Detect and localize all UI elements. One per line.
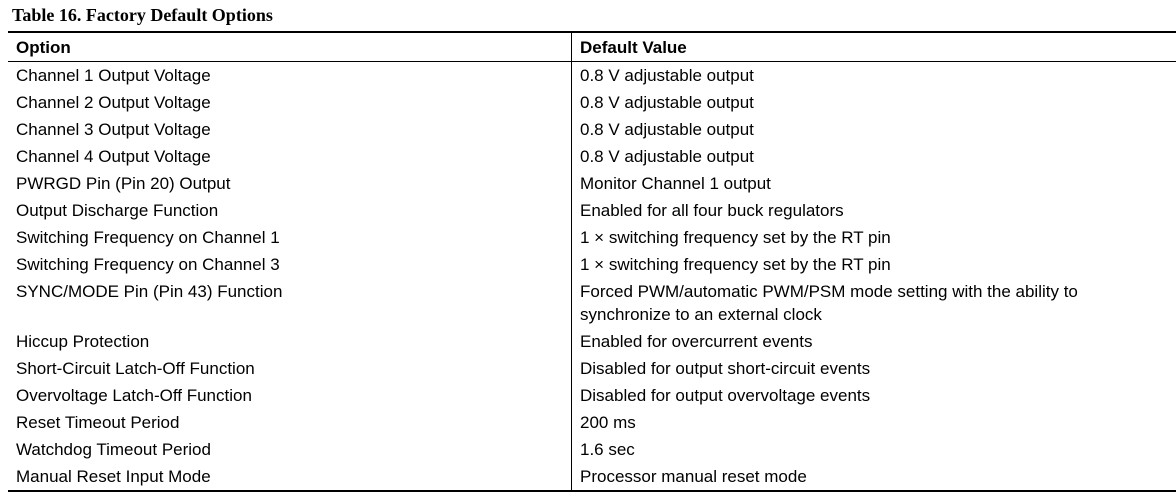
table-header: Option Default Value <box>8 32 1176 62</box>
default-value-cell: Enabled for all four buck regulators <box>580 201 844 220</box>
option-cell: Channel 4 Output Voltage <box>8 143 572 170</box>
default-value-cell: 1 × switching frequency set by the RT pi… <box>580 255 891 274</box>
option-cell: Short-Circuit Latch-Off Function <box>8 355 572 382</box>
option-cell: PWRGD Pin (Pin 20) Output <box>8 170 572 197</box>
option-cell: Switching Frequency on Channel 1 <box>8 224 572 251</box>
table-row: Channel 4 Output Voltage 0.8 V adjustabl… <box>8 143 1176 170</box>
table-row: Manual Reset Input Mode Processor manual… <box>8 463 1176 491</box>
default-value-cell: 200 ms <box>580 413 636 432</box>
option-cell: Watchdog Timeout Period <box>8 436 572 463</box>
option-cell: Reset Timeout Period <box>8 409 572 436</box>
table-row: Output Discharge Function Enabled for al… <box>8 197 1176 224</box>
option-cell: Channel 3 Output Voltage <box>8 116 572 143</box>
option-cell: Overvoltage Latch-Off Function <box>8 382 572 409</box>
default-value-cell: Disabled for output short-circuit events <box>580 359 871 378</box>
default-value-cell: 0.8 V adjustable output <box>580 120 754 139</box>
table-row: Switching Frequency on Channel 3 1 × swi… <box>8 251 1176 278</box>
default-value-cell: Disabled for output overvoltage events <box>580 386 871 405</box>
option-cell: Hiccup Protection <box>8 328 572 355</box>
option-cell: SYNC/MODE Pin (Pin 43) Function <box>8 278 572 328</box>
default-value-cell: 1 × switching frequency set by the RT pi… <box>580 228 891 247</box>
column-header-option: Option <box>8 32 572 62</box>
factory-default-options-table: Option Default Value Channel 1 Output Vo… <box>8 31 1176 492</box>
default-value-cell: 1.6 sec <box>580 440 635 459</box>
table-row: Overvoltage Latch-Off Function Disabled … <box>8 382 1176 409</box>
option-cell: Output Discharge Function <box>8 197 572 224</box>
table-row: Channel 1 Output Voltage 0.8 V adjustabl… <box>8 61 1176 89</box>
table-row: Channel 2 Output Voltage 0.8 V adjustabl… <box>8 89 1176 116</box>
table-row: Channel 3 Output Voltage 0.8 V adjustabl… <box>8 116 1176 143</box>
default-value-cell: 0.8 V adjustable output <box>580 66 754 85</box>
table-row: SYNC/MODE Pin (Pin 43) Function Forced P… <box>8 278 1176 328</box>
option-cell: Manual Reset Input Mode <box>8 463 572 491</box>
default-value-cell: Enabled for overcurrent events <box>580 332 813 351</box>
option-cell: Channel 1 Output Voltage <box>8 61 572 89</box>
table-row: Switching Frequency on Channel 1 1 × swi… <box>8 224 1176 251</box>
option-cell: Switching Frequency on Channel 3 <box>8 251 572 278</box>
option-cell: Channel 2 Output Voltage <box>8 89 572 116</box>
column-header-default-value: Default Value <box>580 38 687 57</box>
header-row: Option Default Value <box>8 32 1176 62</box>
table-row: PWRGD Pin (Pin 20) Output Monitor Channe… <box>8 170 1176 197</box>
default-value-cell: Monitor Channel 1 output <box>580 174 771 193</box>
table-row: Watchdog Timeout Period 1.6 sec <box>8 436 1176 463</box>
default-value-cell: Forced PWM/automatic PWM/PSM mode settin… <box>580 282 1078 324</box>
default-value-cell: 0.8 V adjustable output <box>580 147 754 166</box>
table-caption: Table 16. Factory Default Options <box>12 5 273 25</box>
table-row: Reset Timeout Period 200 ms <box>8 409 1176 436</box>
table-body: Channel 1 Output Voltage 0.8 V adjustabl… <box>8 61 1176 491</box>
default-value-cell: 0.8 V adjustable output <box>580 93 754 112</box>
table-row: Short-Circuit Latch-Off Function Disable… <box>8 355 1176 382</box>
table-row: Hiccup Protection Enabled for overcurren… <box>8 328 1176 355</box>
default-value-cell: Processor manual reset mode <box>580 467 807 486</box>
